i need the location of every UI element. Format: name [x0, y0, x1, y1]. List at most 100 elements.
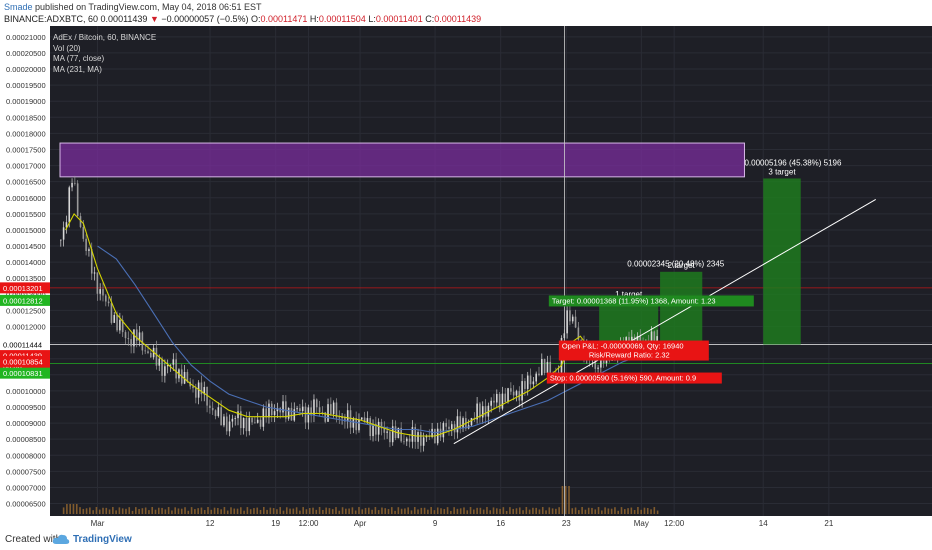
volume-bar	[597, 507, 600, 514]
y-tick-label: 0.00018000	[6, 129, 46, 138]
volume-bar	[650, 509, 652, 514]
volume-bar	[82, 508, 85, 514]
close-label: C:	[425, 14, 435, 24]
volume-bar	[466, 510, 469, 514]
candle-body	[223, 416, 225, 426]
position-tool: Target: 0.00001368 (11.95%) 1368, Amount…	[546, 295, 754, 384]
candle-body	[571, 316, 574, 322]
candle-body	[515, 391, 518, 396]
volume-bar	[322, 509, 324, 514]
candle-body	[332, 402, 335, 415]
volume-bar	[417, 509, 419, 514]
volume-bar	[427, 509, 429, 514]
volume-bar	[295, 507, 298, 514]
volume-bar	[62, 507, 65, 514]
author-link[interactable]: Smade	[4, 2, 33, 12]
candle-body	[597, 367, 599, 369]
candle-body	[172, 359, 175, 365]
volume-bar	[141, 508, 144, 514]
volume-bar	[197, 508, 199, 514]
candle-body	[330, 404, 332, 415]
candle-body	[372, 423, 374, 437]
y-tick-label: 0.00010000	[6, 387, 46, 396]
candle-body	[130, 339, 132, 347]
volume-bar	[348, 508, 350, 514]
candle-body	[524, 381, 526, 389]
volume-bar	[302, 507, 304, 514]
volume-bar	[85, 508, 88, 514]
candle-body	[366, 418, 369, 422]
volume-bar	[538, 509, 541, 514]
volume-bar	[410, 510, 413, 514]
candle-body	[296, 408, 298, 410]
volume-bar	[413, 507, 416, 514]
candle-body	[417, 432, 419, 442]
candle-body	[138, 332, 141, 341]
volume-bar	[548, 507, 551, 514]
candle-body	[310, 407, 312, 416]
volume-bar	[397, 507, 400, 514]
legend-title: AdEx / Bitcoin, 60, BINANCE	[53, 33, 157, 42]
candle-body	[74, 182, 76, 184]
candle-body	[248, 417, 251, 432]
x-tick-label: 12:00	[664, 519, 685, 528]
volume-bar	[640, 509, 642, 514]
volume-bar	[102, 507, 104, 514]
candle-body	[127, 338, 130, 340]
candle-body	[338, 417, 341, 419]
x-tick-label: 9	[433, 519, 438, 528]
volume-bar	[594, 509, 597, 514]
legend-ma231[interactable]: MA (231, MA)	[53, 64, 102, 74]
price-chart[interactable]: 0.00021000 0.00020500 0.00020000 0.00019500…	[0, 26, 932, 530]
candle-body	[158, 358, 161, 366]
volume-bar	[66, 504, 68, 514]
candle-body	[183, 371, 186, 384]
candle-body	[375, 423, 377, 435]
candle-body	[231, 418, 234, 422]
volume-bar	[312, 507, 314, 514]
candle-body	[113, 315, 116, 323]
volume-bar	[571, 508, 574, 514]
volume-bar	[118, 507, 121, 514]
target-tag	[548, 295, 754, 307]
candle-body	[290, 407, 293, 421]
candle-body	[228, 421, 231, 432]
volume-bar	[420, 507, 423, 514]
volume-bar	[220, 509, 222, 514]
volume-bar	[184, 507, 186, 514]
legend-ma77[interactable]: MA (77, close)	[53, 54, 105, 63]
candle-body	[234, 418, 236, 419]
candle-body	[259, 419, 262, 427]
y-tick-label: 0.00014500	[6, 242, 46, 251]
candle-body	[265, 408, 267, 418]
candle-body	[262, 408, 265, 427]
candle-body	[569, 310, 571, 322]
candle-body	[93, 272, 96, 274]
candle-body	[166, 365, 169, 367]
legend-volume[interactable]: Vol (20)	[53, 43, 81, 53]
symbol-label: BINANCE:ADXBTC, 60	[4, 14, 99, 24]
y-tick-label: 0.00009000	[6, 419, 46, 428]
volume-bar	[213, 507, 216, 514]
candle-body	[493, 400, 495, 403]
candle-body	[496, 393, 498, 403]
volume-bar	[256, 507, 259, 514]
volume-bar	[479, 507, 482, 514]
candle-body	[369, 418, 372, 437]
candle-body	[282, 401, 284, 413]
y-tick-label: 0.00020000	[6, 65, 46, 74]
tradingview-brand[interactable]: TradingView	[73, 534, 132, 545]
y-tick-label: 0.00018500	[6, 113, 46, 122]
candle-body	[110, 303, 113, 323]
candle-body	[501, 393, 504, 409]
volume-bar	[331, 509, 334, 514]
y-tick-label: 0.00021000	[6, 33, 46, 42]
candle-body	[217, 407, 220, 417]
volume-bar	[486, 507, 488, 514]
volume-bar	[459, 508, 462, 514]
trendline	[453, 198, 876, 445]
candle-body	[88, 249, 90, 251]
volume-bar	[125, 508, 127, 514]
volume-bar	[161, 507, 163, 514]
candle-body	[85, 238, 87, 251]
